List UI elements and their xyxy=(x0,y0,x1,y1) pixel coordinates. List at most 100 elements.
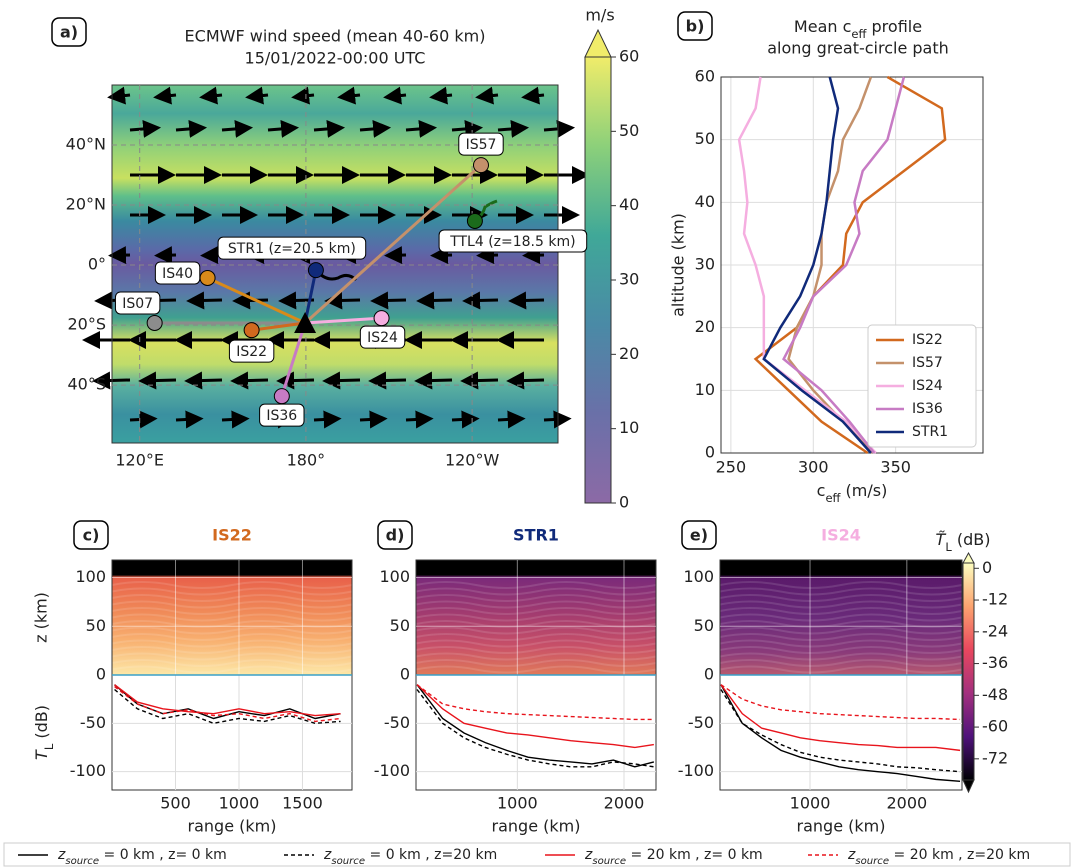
station-label-box xyxy=(438,229,588,253)
colorbar-tick-label: 60 xyxy=(619,47,639,66)
panel-title: STR1 xyxy=(513,526,559,545)
legend-label: IS24 xyxy=(912,378,943,394)
tl-line xyxy=(114,684,341,717)
station-label: IS24 xyxy=(367,330,398,346)
y-tick-label: 60 xyxy=(695,67,715,86)
y-tick-label: 40°S xyxy=(67,375,106,394)
text-part: source xyxy=(331,856,365,867)
y-tick-label: 0 xyxy=(705,443,715,462)
legend-label: zsource = 20 km , z=20 km xyxy=(847,847,1030,867)
legend-label: IS36 xyxy=(912,401,943,417)
panel-label-box xyxy=(51,17,87,47)
y-tick-label: 50 xyxy=(695,129,715,148)
text-part: = 0 km , z=20 km xyxy=(365,847,497,863)
x-tick-label: 2000 xyxy=(604,794,645,813)
colorbar-tick-label: -24 xyxy=(982,621,1008,640)
station-marker xyxy=(243,322,260,339)
station-label-box xyxy=(259,403,305,427)
wind-arrow xyxy=(451,119,484,138)
tl-line xyxy=(720,684,961,752)
field-texture xyxy=(415,613,657,622)
wind-arrow xyxy=(230,371,269,390)
colorbar-tick-label: 50 xyxy=(619,121,639,140)
field-texture xyxy=(415,639,657,648)
wind-arrow xyxy=(359,410,388,429)
text-part: source xyxy=(855,856,889,867)
wind-arrow xyxy=(543,119,576,138)
text-part: = 20 km , z=20 km xyxy=(889,847,1030,863)
propagation-path xyxy=(304,316,382,325)
y-tick-label: 50 xyxy=(86,616,106,635)
wind-arrow xyxy=(175,410,204,429)
x-tick-label: 300 xyxy=(798,458,829,477)
chart-title: Mean ceff profile xyxy=(794,17,922,41)
field-texture xyxy=(111,659,353,667)
text-part: T xyxy=(32,749,51,760)
tl-line xyxy=(114,688,341,725)
wind-arrow xyxy=(370,291,407,310)
propagation-path xyxy=(251,321,306,332)
x-tick-label: 1000 xyxy=(790,794,831,813)
wind-arrow xyxy=(506,371,545,390)
wind-arrow xyxy=(508,291,545,310)
wind-arrow xyxy=(129,410,158,429)
balloon-trajectory xyxy=(314,269,358,282)
panel-label: b) xyxy=(686,17,705,36)
text-part: z xyxy=(847,847,856,863)
panel-label-box xyxy=(73,520,109,550)
station-label: STR1 (z=20.5 km) xyxy=(228,241,356,257)
profile-line xyxy=(737,76,877,454)
panel-label: d) xyxy=(386,526,405,545)
y-tick-label: 0 xyxy=(400,665,410,684)
panel-title: IS22 xyxy=(212,526,252,545)
station-label-box xyxy=(458,132,504,156)
y-tick-label: -50 xyxy=(80,713,106,732)
legend-label: zsource = 20 km , z= 0 km xyxy=(584,847,763,867)
wind-arrows xyxy=(82,86,590,429)
station-label: IS40 xyxy=(162,266,193,282)
text-part: (dB) xyxy=(952,530,991,549)
propagation-path xyxy=(304,164,482,325)
station-marker xyxy=(273,388,290,405)
field-texture xyxy=(719,626,963,635)
x-tick-label: 2000 xyxy=(886,794,927,813)
wind-arrow xyxy=(199,86,223,105)
y-axis-label: TL (dB) xyxy=(32,705,56,760)
text-part: z xyxy=(57,847,66,863)
text-part: = 20 km , z= 0 km xyxy=(626,847,763,863)
station-label: IS07 xyxy=(122,296,153,312)
field-texture xyxy=(719,652,963,661)
field-texture xyxy=(719,581,963,589)
wind-arrow xyxy=(383,86,407,105)
y-axis-label: z (km) xyxy=(32,592,51,643)
field-texture xyxy=(111,607,353,615)
colorbar-extension xyxy=(962,551,975,564)
text-part: source xyxy=(592,856,626,867)
y-tick-label: 30 xyxy=(695,255,715,274)
wind-arrow xyxy=(221,410,250,429)
colorbar-tick-label: 30 xyxy=(619,270,639,289)
station-label-box xyxy=(154,261,201,285)
field-texture xyxy=(111,613,353,622)
x-tick-label: 1000 xyxy=(219,794,260,813)
station-label: TTL4 (z=18.5 km) xyxy=(449,234,575,250)
y-tick-label: 20°N xyxy=(66,195,106,214)
colorbar-extension xyxy=(962,779,975,794)
text-part: L xyxy=(42,743,56,750)
y-tick-label: -100 xyxy=(70,761,106,780)
station-label: IS22 xyxy=(236,344,267,360)
field-texture xyxy=(415,652,657,661)
field-texture xyxy=(111,665,353,674)
profile-line xyxy=(762,76,872,454)
field-texture xyxy=(111,646,353,654)
panel-title: IS24 xyxy=(821,526,861,545)
colorbar-tick-label: 40 xyxy=(619,195,639,214)
wind-arrow xyxy=(416,291,453,310)
y-tick-label: 50 xyxy=(694,616,714,635)
propagation-path xyxy=(280,322,307,397)
wind-arrow xyxy=(497,410,526,429)
station-marker xyxy=(472,157,489,174)
panel-label: a) xyxy=(60,23,78,42)
wind-arrow xyxy=(324,291,361,310)
